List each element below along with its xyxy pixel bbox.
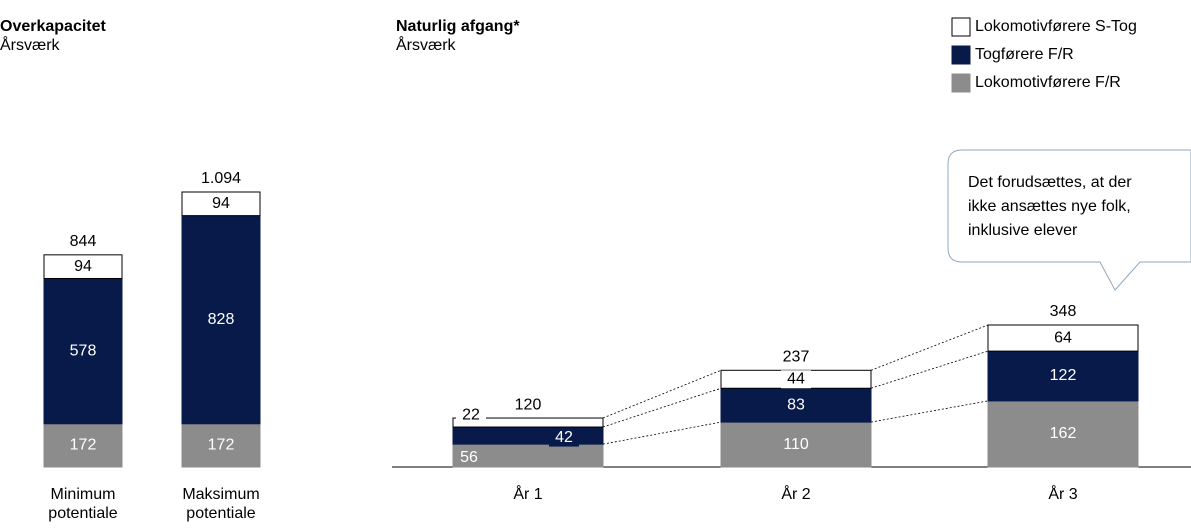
- label-box: [549, 428, 579, 447]
- data-label: 172: [70, 437, 97, 454]
- bar-segment: [987, 350, 1139, 402]
- label-box: [456, 406, 486, 425]
- data-label: 44: [787, 370, 805, 387]
- connector: [870, 350, 989, 389]
- connector: [602, 387, 722, 428]
- x-tick-label: År 2: [781, 486, 811, 503]
- label-box: [781, 370, 811, 389]
- data-label: 64: [1054, 329, 1072, 346]
- bar-segment: [720, 387, 872, 423]
- chart-subtitle: Årsværk: [396, 35, 457, 54]
- data-label: 828: [208, 311, 235, 328]
- total-label: 844: [70, 233, 97, 250]
- x-tick-label: År 3: [1048, 486, 1078, 503]
- total-label: 1.094: [201, 170, 241, 187]
- annotation: inklusive elever: [968, 222, 1078, 239]
- bar-segment: [987, 400, 1139, 468]
- bar-segment: [452, 417, 604, 428]
- bar-segment: [987, 324, 1139, 352]
- x-tick-label: Maksimum potentiale: [182, 486, 260, 522]
- legend-swatch: [951, 73, 971, 93]
- data-label: 578: [70, 342, 97, 359]
- data-label: 83: [787, 396, 805, 413]
- bar-segment: [452, 426, 604, 445]
- callout: [947, 149, 1191, 291]
- total-label: 348: [1050, 303, 1077, 320]
- bar-segment: [181, 191, 261, 217]
- x-tick-label: Minimum potentiale: [48, 486, 118, 522]
- connector: [602, 421, 722, 445]
- bar-segment: [720, 421, 872, 468]
- connector: [602, 369, 722, 419]
- x-tick-label: År 1: [513, 486, 543, 503]
- legend-swatch: [951, 17, 971, 37]
- annotation: Det forudsættes, at der: [968, 174, 1132, 191]
- data-label: 94: [212, 195, 230, 212]
- chart-subtitle: Årsværk: [0, 35, 61, 54]
- chart-title: Naturlig afgang*: [396, 18, 520, 35]
- total-label: 120: [515, 396, 542, 413]
- bar-segment: [43, 277, 123, 425]
- data-label: 172: [208, 437, 235, 454]
- data-label: 94: [74, 258, 92, 275]
- data-label: 162: [1050, 425, 1077, 442]
- chart-title: Overkapacitet: [0, 18, 107, 35]
- connector: [870, 400, 989, 423]
- legend-label: Lokomotivførere F/R: [975, 74, 1121, 91]
- total-label: 237: [783, 349, 810, 366]
- connector: [870, 324, 989, 371]
- data-label: 110: [783, 436, 809, 453]
- bar-segment: [43, 423, 123, 468]
- legend-label: Togførere F/R: [975, 46, 1074, 63]
- bar-segment: [181, 215, 261, 425]
- annotation: ikke ansættes nye folk,: [968, 198, 1131, 215]
- legend-label: Lokomotivførere S-Tog: [975, 18, 1137, 35]
- data-label: 122: [1050, 367, 1077, 384]
- bar-segment: [43, 254, 123, 279]
- data-label: 22: [462, 406, 480, 423]
- data-label: 42: [555, 429, 573, 446]
- legend-swatch: [951, 45, 971, 65]
- data-label: 56: [460, 449, 478, 466]
